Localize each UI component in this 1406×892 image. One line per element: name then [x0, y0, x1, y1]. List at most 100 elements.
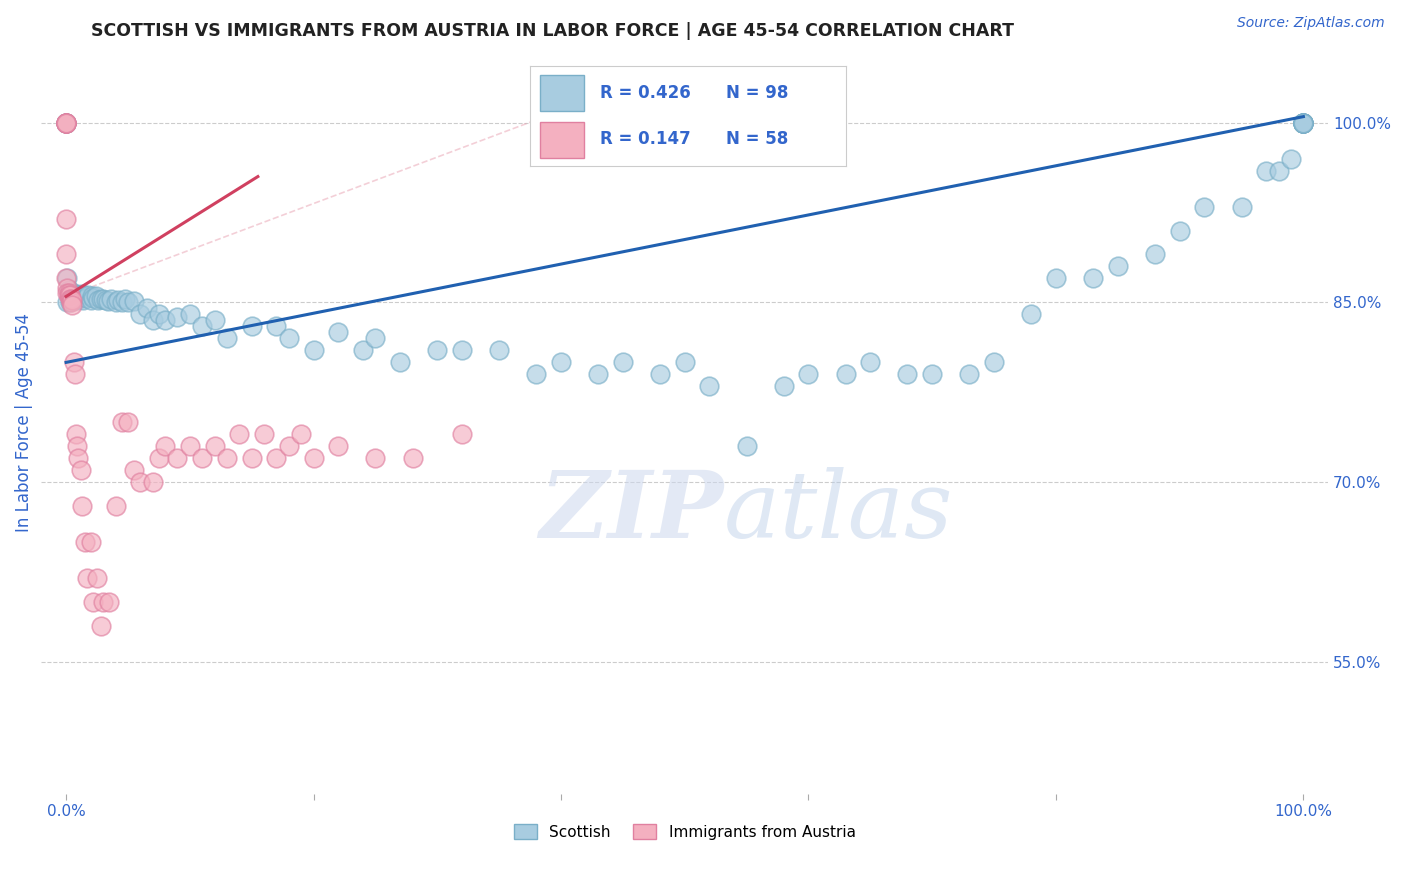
Point: [90, 619, 112, 633]
Point: [60, 289, 83, 303]
Point: [1045, 271, 1067, 285]
Point: [364, 331, 387, 345]
Point: [129, 308, 152, 322]
Point: [58, 288, 80, 302]
Point: [215, 451, 238, 466]
Point: [55, 115, 77, 129]
Point: [266, 319, 288, 334]
Point: [135, 301, 157, 316]
Point: [55, 115, 77, 129]
Point: [82, 595, 104, 609]
Point: [1279, 152, 1302, 166]
Point: [73, 535, 96, 549]
Point: [56, 281, 79, 295]
Point: [253, 427, 276, 442]
Point: [70, 289, 93, 303]
Point: [1292, 115, 1315, 129]
Point: [63, 368, 86, 382]
Point: [62, 285, 84, 300]
Point: [55, 115, 77, 129]
Point: [67, 291, 90, 305]
Point: [67, 289, 90, 303]
Point: [122, 463, 145, 477]
Text: SCOTTISH VS IMMIGRANTS FROM AUSTRIA IN LABOR FORCE | AGE 45-54 CORRELATION CHART: SCOTTISH VS IMMIGRANTS FROM AUSTRIA IN L…: [91, 22, 1014, 40]
Point: [111, 295, 134, 310]
Point: [772, 379, 794, 393]
Point: [1267, 163, 1289, 178]
Point: [1292, 115, 1315, 129]
Point: [58, 284, 80, 298]
Point: [62, 355, 84, 369]
Point: [67, 451, 90, 466]
Point: [699, 379, 721, 393]
Point: [82, 291, 104, 305]
Point: [86, 571, 108, 585]
Point: [1292, 115, 1315, 129]
Point: [142, 313, 165, 327]
Point: [80, 293, 103, 307]
Point: [129, 475, 152, 490]
Point: [1292, 115, 1315, 129]
Point: [55, 247, 77, 261]
Point: [240, 319, 263, 334]
Point: [1194, 200, 1216, 214]
Point: [66, 293, 89, 307]
Point: [1292, 115, 1315, 129]
Point: [98, 595, 121, 609]
Point: [834, 368, 856, 382]
Point: [77, 288, 100, 302]
Point: [58, 285, 80, 300]
Point: [55, 115, 77, 129]
Point: [524, 368, 547, 382]
Point: [648, 368, 671, 382]
Point: [117, 415, 139, 429]
Point: [63, 292, 86, 306]
Point: [114, 292, 136, 306]
Point: [55, 115, 77, 129]
Point: [111, 415, 134, 429]
Point: [328, 439, 350, 453]
Point: [59, 288, 82, 302]
Point: [166, 310, 188, 324]
Point: [60, 293, 83, 307]
Point: [90, 292, 112, 306]
Point: [100, 292, 122, 306]
Point: [91, 292, 114, 306]
Point: [215, 331, 238, 345]
Point: [153, 313, 176, 327]
Y-axis label: In Labor Force | Age 45-54: In Labor Force | Age 45-54: [15, 313, 32, 532]
Point: [364, 451, 387, 466]
Point: [55, 115, 77, 129]
Point: [735, 439, 758, 453]
Point: [56, 285, 79, 300]
Point: [117, 295, 139, 310]
Point: [451, 427, 474, 442]
Point: [60, 289, 83, 303]
Point: [55, 115, 77, 129]
Point: [148, 451, 170, 466]
Point: [59, 295, 82, 310]
Point: [586, 368, 609, 382]
Point: [55, 115, 77, 129]
Point: [94, 293, 117, 307]
Point: [673, 355, 696, 369]
Point: [122, 294, 145, 309]
Point: [550, 355, 572, 369]
Point: [302, 451, 325, 466]
Point: [60, 298, 83, 312]
Point: [65, 427, 87, 442]
Point: [957, 368, 980, 382]
Point: [55, 115, 77, 129]
Point: [921, 368, 943, 382]
Text: ZIP: ZIP: [538, 467, 723, 557]
Point: [240, 451, 263, 466]
Point: [76, 571, 98, 585]
Point: [148, 308, 170, 322]
Point: [389, 355, 412, 369]
Point: [104, 295, 127, 310]
Point: [204, 439, 226, 453]
Point: [277, 331, 299, 345]
Point: [72, 293, 94, 307]
Point: [277, 439, 299, 453]
Point: [797, 368, 820, 382]
